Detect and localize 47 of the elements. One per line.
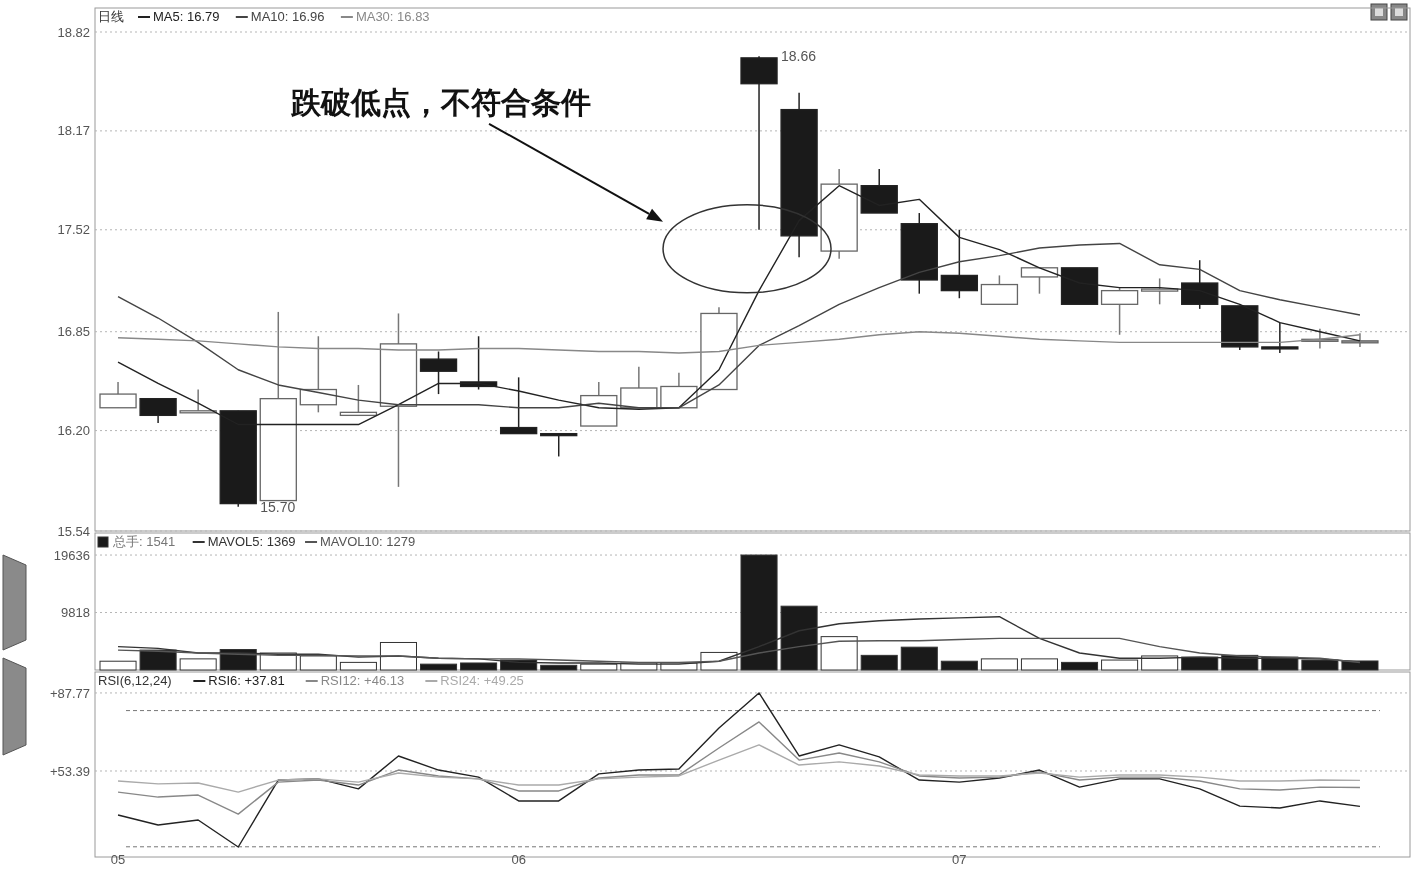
x-tick-label: 05 xyxy=(110,852,126,867)
y-tick-label: 17.52 xyxy=(57,222,90,238)
bar xyxy=(179,658,217,671)
annotation: 15.70 xyxy=(260,498,296,515)
legend-label: RSI12: +46.13 xyxy=(320,673,405,688)
annotation: 跌破低点，不符合条件 xyxy=(290,85,592,119)
y-tick-label: 15.54 xyxy=(57,523,90,539)
y-tick-label: 9818 xyxy=(61,605,90,621)
legend-label: RSI24: +49.25 xyxy=(440,673,524,688)
bar xyxy=(860,654,898,671)
line-series xyxy=(117,721,1361,815)
y-tick-label: +53.39 xyxy=(49,763,90,779)
bar xyxy=(339,661,377,671)
x-tick-label: 06 xyxy=(511,852,526,867)
candlestick xyxy=(1140,277,1179,306)
bar xyxy=(420,663,458,671)
legend-label: 总手: 1541 xyxy=(112,534,176,549)
bar xyxy=(940,660,978,671)
y-tick-label: 19636 xyxy=(53,547,90,563)
candlestick xyxy=(339,384,378,417)
bar xyxy=(1061,661,1099,671)
legend-label: MA10: 16.96 xyxy=(250,9,325,24)
annotation: 18.66 xyxy=(781,48,817,65)
candlestick xyxy=(1261,321,1299,354)
bar xyxy=(900,646,938,671)
line-series xyxy=(117,692,1361,848)
legend-label: MAVOL5: 1369 xyxy=(207,534,296,549)
bar xyxy=(99,660,137,671)
legend-label: MAVOL10: 1279 xyxy=(320,534,416,549)
bar xyxy=(379,641,417,671)
y-tick-label: 16.85 xyxy=(57,324,90,340)
chart-title: 日线 xyxy=(98,9,124,24)
legend-title: RSI(6,12,24) xyxy=(98,673,172,688)
line-series xyxy=(117,637,1361,664)
legend-label: RSI6: +37.81 xyxy=(208,673,285,688)
line-series xyxy=(117,242,1361,409)
line-series xyxy=(117,331,1361,354)
y-tick-label: 18.17 xyxy=(57,123,90,139)
bar xyxy=(1020,658,1058,671)
bar xyxy=(980,658,1018,671)
bar xyxy=(820,636,858,671)
y-tick-label: +87.77 xyxy=(49,685,90,701)
legend-label: MA30: 16.83 xyxy=(355,9,430,24)
legend-label: MA5: 16.79 xyxy=(153,9,220,24)
x-tick-label: 07 xyxy=(952,852,967,867)
y-tick-label: 18.82 xyxy=(57,24,90,40)
y-tick-label: 16.20 xyxy=(57,423,90,439)
